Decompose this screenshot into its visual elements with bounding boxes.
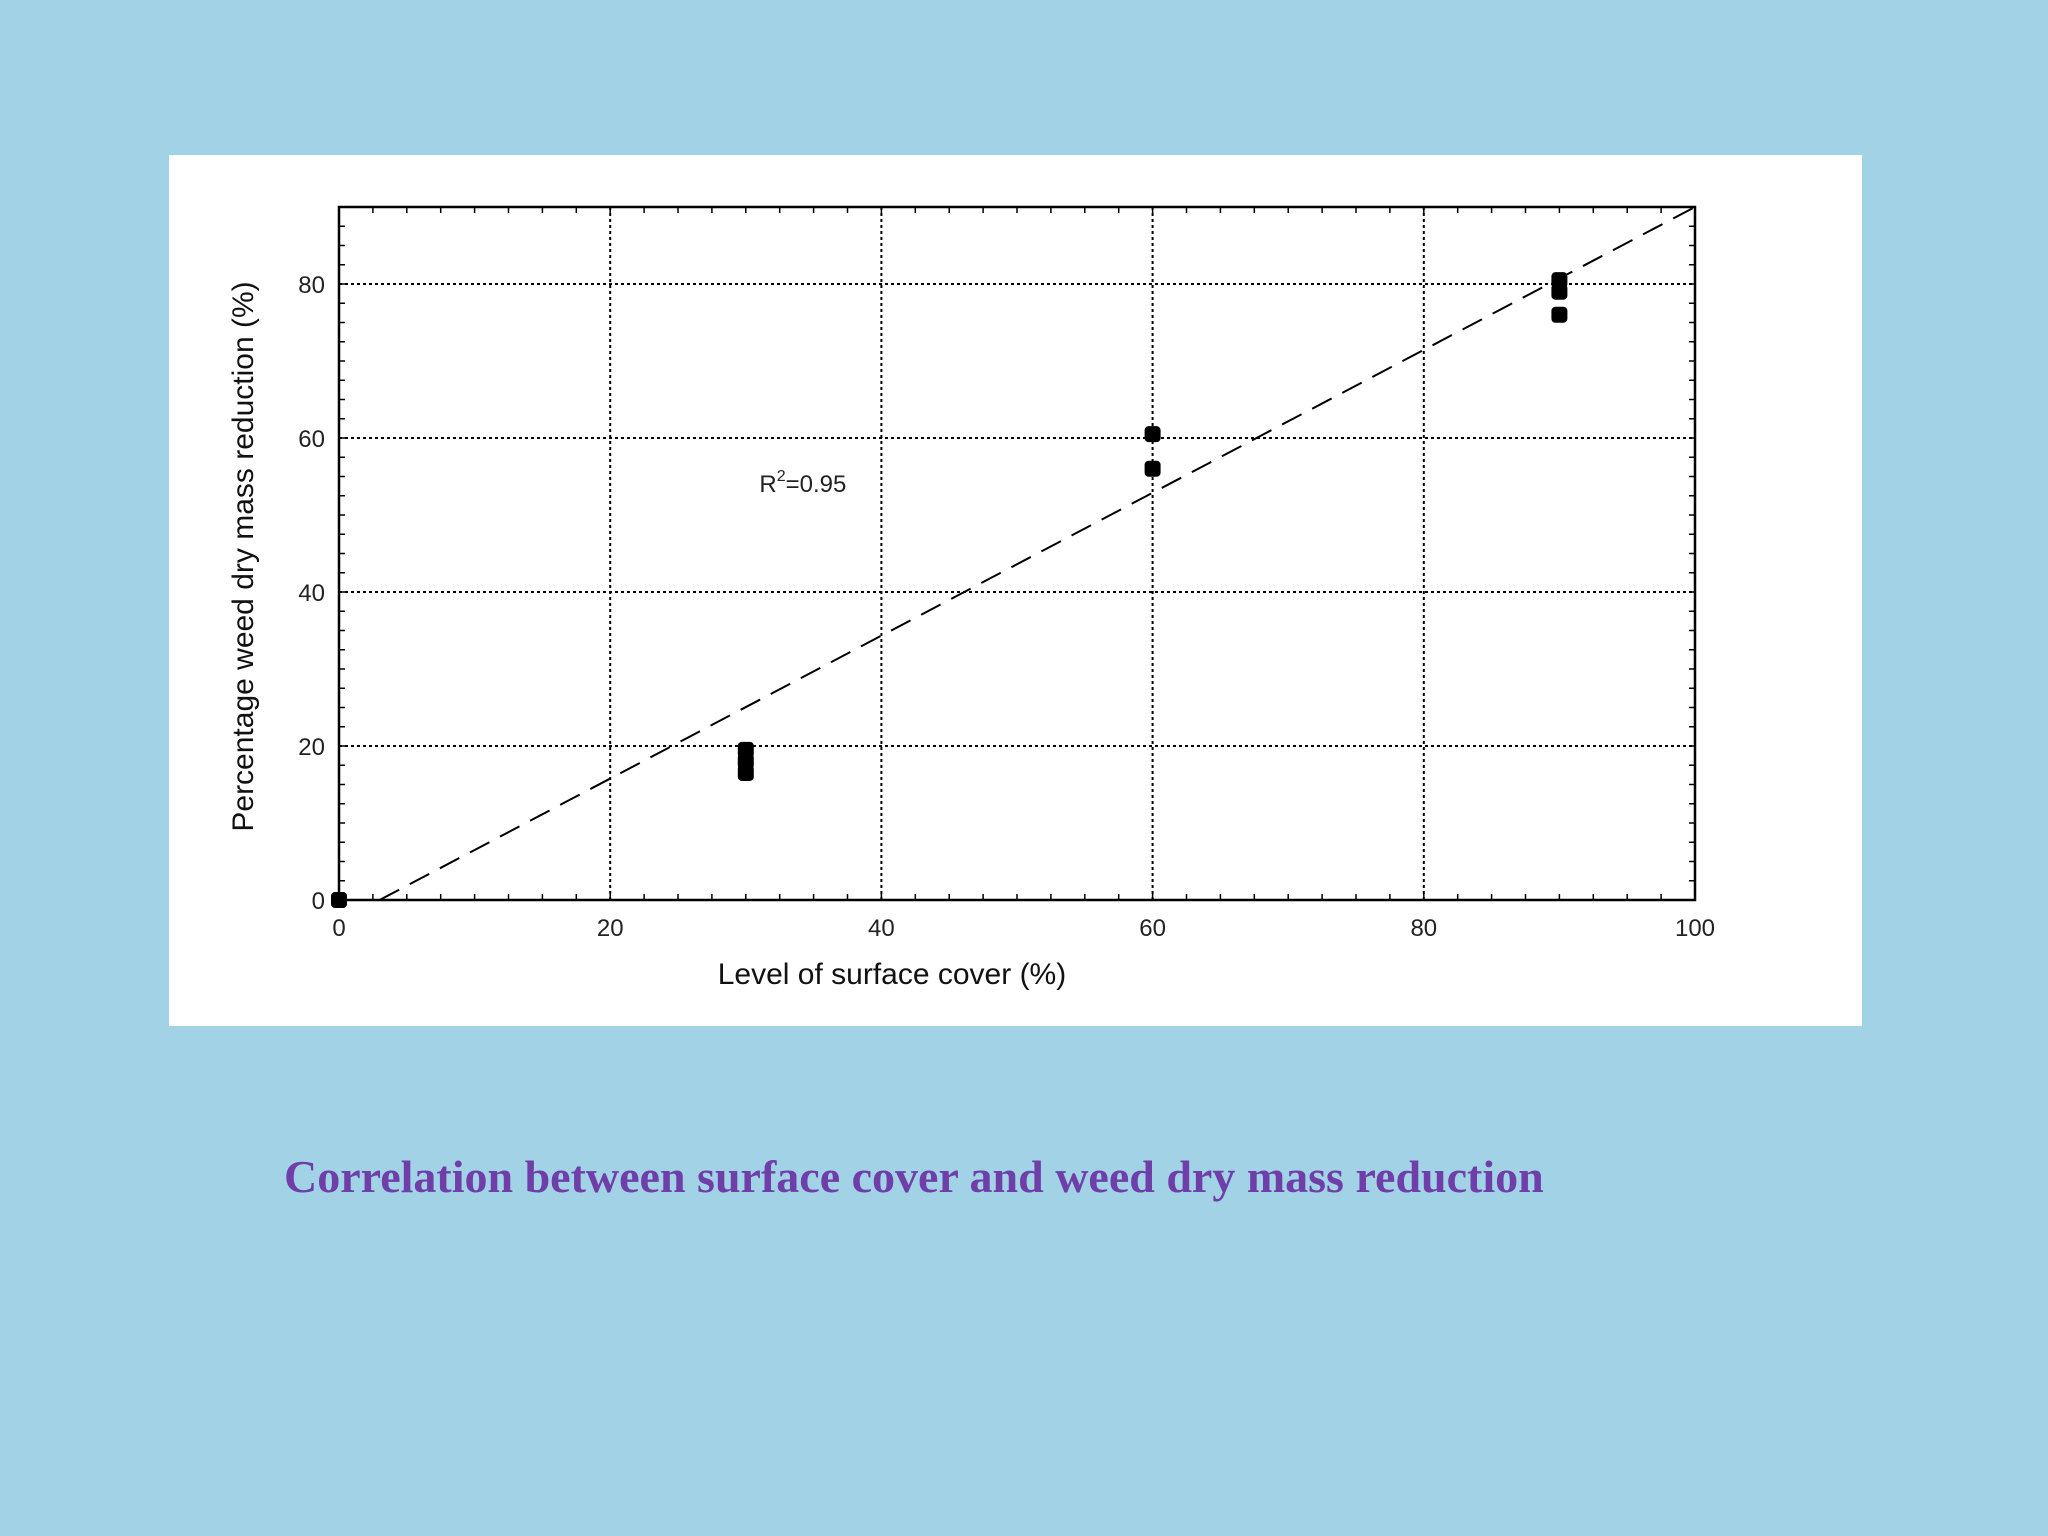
y-tick-label: 40 [298, 580, 325, 607]
data-point [1144, 426, 1161, 443]
x-tick-label: 0 [332, 915, 345, 942]
y-tick-label: 60 [298, 426, 325, 453]
scatter-chart: 0 20 40 60 80 100 0 20 40 60 80 R2=0.95 Level of … [227, 205, 1715, 991]
plot-frame [337, 205, 1697, 902]
data-point [331, 892, 347, 908]
x-tick-label: 100 [1675, 915, 1715, 942]
x-axis-title: Level of surface cover (%) [718, 958, 1066, 991]
chart-panel: 0 20 40 60 80 100 0 20 40 60 80 R2=0.95 Level of … [169, 155, 1862, 1026]
y-tick-label: 80 [298, 272, 325, 299]
x-tick-labels: 0 20 40 60 80 100 [332, 915, 1715, 942]
grid-lines [339, 207, 1695, 900]
data-point [1551, 272, 1568, 289]
data-point [1551, 306, 1568, 323]
x-tick-label: 20 [597, 915, 624, 942]
x-tick-label: 60 [1139, 915, 1166, 942]
y-tick-labels: 0 20 40 60 80 [298, 272, 325, 915]
regression-line [379, 206, 1696, 901]
y-tick-label: 20 [298, 734, 325, 761]
r-squared-prefix: R [759, 471, 776, 498]
minor-ticks [338, 206, 1696, 901]
data-point [1144, 460, 1161, 477]
y-axis-title: Percentage weed dry mass reduction (%) [227, 281, 260, 831]
slide-caption: Correlation between surface cover and we… [284, 1151, 1544, 1202]
x-tick-label: 40 [868, 915, 895, 942]
y-tick-label: 0 [312, 888, 325, 915]
r-squared-suffix: =0.95 [786, 471, 847, 498]
r-squared-superscript: 2 [777, 468, 786, 485]
data-point [737, 741, 754, 758]
data-points [331, 272, 1568, 908]
x-tick-label: 80 [1410, 915, 1437, 942]
r-squared-annotation: R2=0.95 [759, 468, 846, 498]
